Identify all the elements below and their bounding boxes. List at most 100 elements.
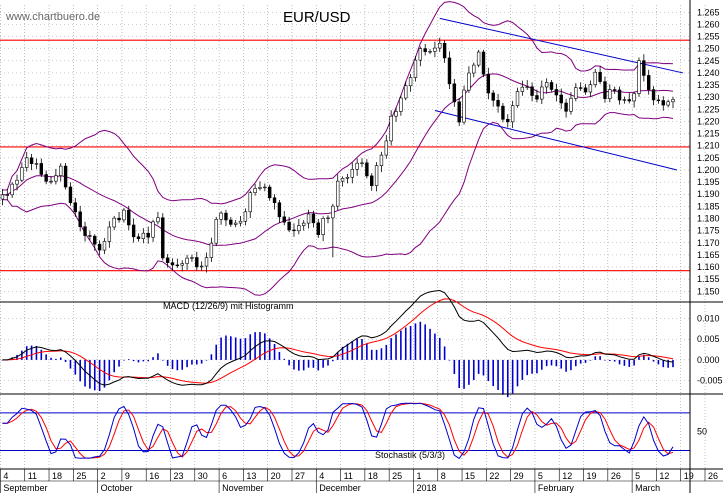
macd-histogram-bar — [79, 359, 81, 382]
price-tick-label: 1.245 — [697, 56, 720, 66]
macd-histogram-bar — [356, 338, 358, 360]
candle-body — [25, 157, 29, 168]
candle-body — [598, 71, 602, 82]
candle-body — [253, 188, 257, 193]
candle-body — [574, 87, 578, 99]
macd-histogram-bar — [458, 359, 460, 389]
macd-histogram-bar — [434, 333, 436, 360]
candle-body — [233, 222, 238, 225]
candle-body — [457, 101, 461, 123]
bollinger-upper — [2, 1, 674, 205]
macd-histogram-bar — [448, 359, 451, 361]
macd-histogram-bar — [623, 359, 626, 366]
macd-histogram-bar — [268, 338, 271, 360]
candle-body — [491, 92, 495, 101]
candle-body — [306, 213, 311, 224]
candle-body — [311, 213, 316, 224]
candle-body — [404, 85, 408, 99]
macd-histogram-bar — [98, 359, 101, 392]
macd-histogram-bar — [195, 359, 198, 365]
x-day-label: 9 — [125, 471, 130, 481]
price-tick-label: 1.255 — [697, 32, 720, 42]
candle-body — [603, 81, 607, 99]
candle-body — [496, 100, 500, 107]
candle-body — [117, 217, 121, 221]
macd-histogram-bar — [45, 354, 47, 360]
candle-body — [399, 97, 403, 112]
candle-body — [301, 222, 306, 226]
x-day-label: 26 — [611, 471, 621, 481]
macd-histogram-bar — [89, 359, 91, 389]
candle-body — [462, 89, 466, 123]
macd-tick-label: 0.005 — [697, 334, 720, 344]
macd-histogram-bar — [234, 337, 237, 360]
macd-histogram-bar — [127, 359, 130, 360]
macd-tick-label: -0.005 — [697, 376, 723, 386]
candle-body — [408, 77, 413, 87]
x-day-label: 5 — [538, 471, 543, 481]
macd-histogram-bar — [375, 349, 378, 360]
macd-tick-label: 0.010 — [697, 314, 720, 324]
macd-histogram-bar — [565, 359, 567, 372]
macd-histogram-bar — [55, 358, 57, 360]
macd-histogram-bar — [273, 343, 276, 360]
macd-label: MACD (12/26/9) mit Histogramm — [163, 301, 294, 311]
x-day-label: 19 — [587, 471, 597, 481]
macd-histogram-bar — [487, 359, 490, 382]
candle-body — [44, 174, 48, 182]
candle-body — [379, 154, 384, 166]
price-tick-label: 1.185 — [697, 201, 720, 211]
x-day-label: 13 — [246, 471, 256, 481]
candle-body — [370, 175, 374, 186]
candle-body — [297, 225, 301, 232]
macd-histogram-bar — [220, 337, 222, 360]
candle-body — [136, 236, 141, 239]
macd-histogram-bar — [429, 328, 431, 360]
price-tick-label: 1.170 — [697, 238, 720, 248]
candle-body — [540, 86, 544, 100]
macd-line — [2, 289, 674, 386]
macd-histogram-bar — [278, 351, 281, 360]
candle-body — [5, 194, 9, 196]
candle-body — [161, 217, 165, 259]
price-tick-label: 1.220 — [697, 116, 720, 126]
macd-histogram-bar — [244, 338, 247, 360]
price-tick-label: 1.150 — [697, 286, 720, 296]
macd-histogram-bar — [152, 357, 154, 360]
macd-histogram-bar — [511, 359, 514, 394]
candle-body — [170, 262, 175, 266]
candle-body — [578, 87, 583, 89]
trend-line-upper — [439, 17, 684, 74]
candle-body — [78, 211, 82, 228]
macd-histogram-bar — [327, 359, 329, 366]
macd-histogram-bar — [613, 359, 616, 362]
price-tick-label: 1.195 — [697, 177, 720, 187]
macd-histogram-bar — [628, 359, 631, 367]
candle-body — [447, 57, 452, 85]
candle-body — [263, 186, 267, 189]
x-month-label: 2018 — [416, 483, 436, 493]
macd-histogram-bar — [157, 353, 159, 360]
x-day-label: 4 — [319, 471, 324, 481]
candle-body — [637, 60, 641, 94]
candle-body — [287, 221, 291, 231]
x-month-label: October — [101, 483, 133, 493]
macd-histogram-bar — [259, 331, 261, 360]
macd-histogram-bar — [171, 359, 174, 370]
macd-histogram-bar — [472, 359, 475, 381]
candle-body — [199, 265, 204, 268]
price-tick-label: 1.210 — [697, 141, 720, 151]
candle-body — [10, 183, 14, 196]
macd-histogram-bar — [652, 359, 655, 362]
macd-histogram-bar — [366, 343, 368, 360]
candle-body — [632, 93, 636, 102]
stoch-d-line — [2, 402, 674, 459]
macd-panel: 0.010 0.005 0.000 -0.005 — [0, 289, 723, 398]
price-tick-label: 1.215 — [697, 129, 720, 139]
candle-body — [97, 243, 102, 251]
bollinger-lower — [2, 112, 674, 296]
candle-body — [627, 99, 631, 102]
macd-histogram-bar — [414, 323, 417, 360]
macd-histogram-bar — [579, 359, 582, 364]
macd-histogram-bar — [647, 357, 650, 360]
